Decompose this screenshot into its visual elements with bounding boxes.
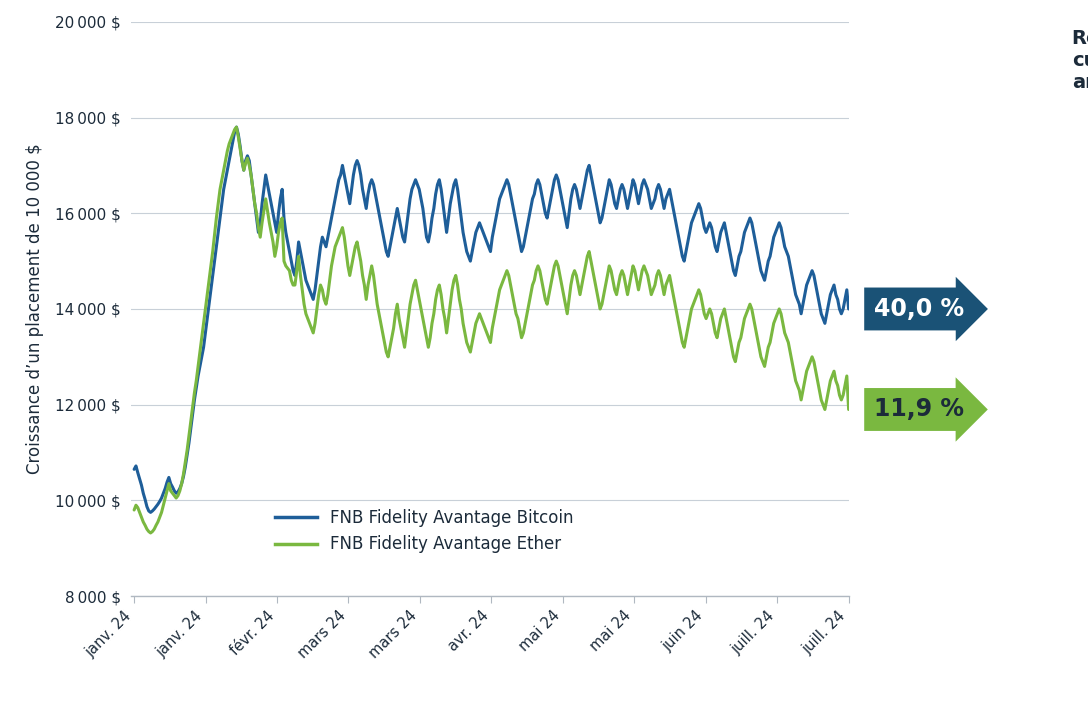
- Text: Rendement
cumulatif
annuel: Rendement cumulatif annuel: [1072, 29, 1088, 92]
- Y-axis label: Croissance d’un placement de 10 000 $: Croissance d’un placement de 10 000 $: [26, 144, 44, 474]
- Text: 40,0 %: 40,0 %: [874, 297, 964, 321]
- Text: 11,9 %: 11,9 %: [874, 398, 964, 422]
- Legend: FNB Fidelity Avantage Bitcoin, FNB Fidelity Avantage Ether: FNB Fidelity Avantage Bitcoin, FNB Fidel…: [275, 509, 573, 553]
